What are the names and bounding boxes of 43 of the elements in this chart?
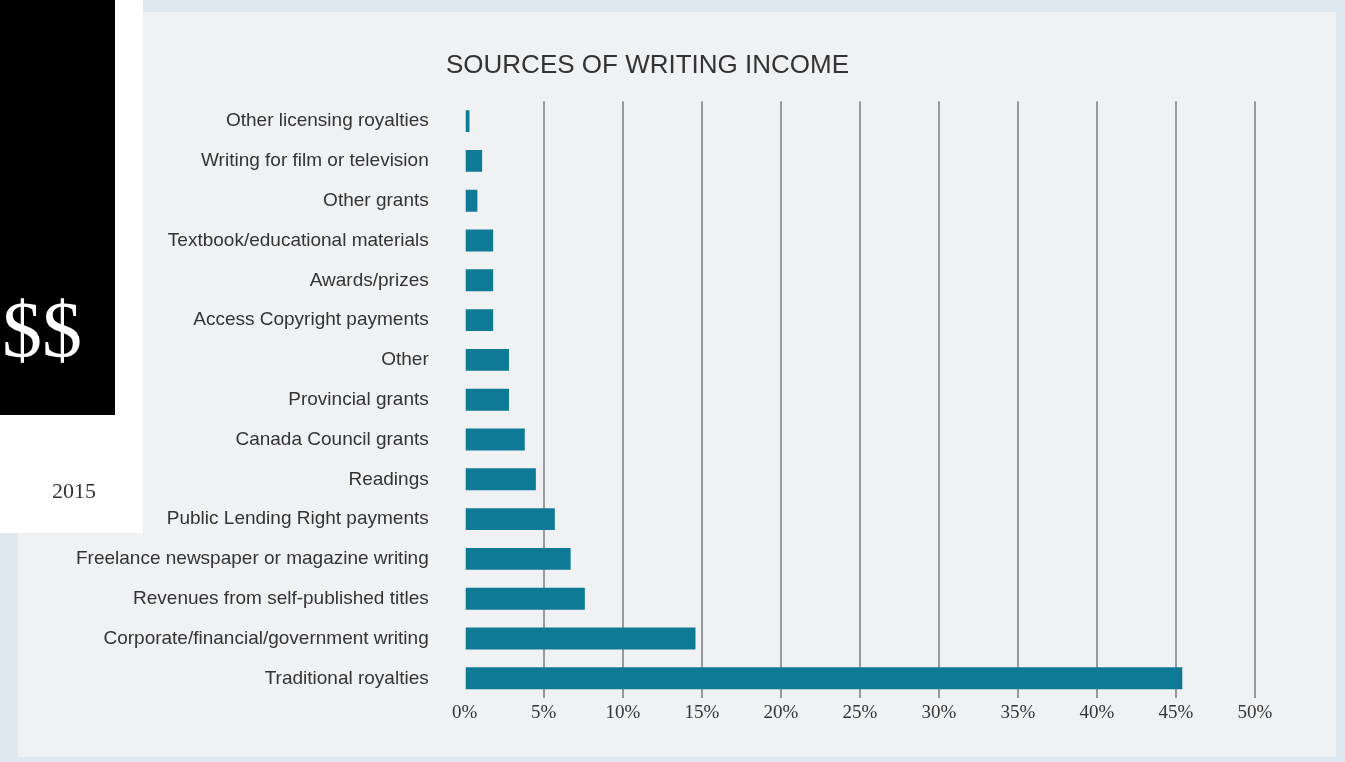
bar bbox=[465, 667, 1183, 690]
y-tick-label: Canada Council grants bbox=[235, 427, 429, 449]
y-tick-label: Textbook/educational materials bbox=[167, 228, 429, 250]
x-tick-label: 0% bbox=[452, 700, 478, 722]
x-tick-label: 10% bbox=[605, 700, 641, 722]
bar bbox=[465, 149, 483, 172]
text: 2015 bbox=[52, 478, 96, 504]
x-tick-label: 20% bbox=[763, 700, 799, 722]
y-tick-label: Other licensing royalties bbox=[225, 109, 429, 131]
bar bbox=[465, 547, 571, 570]
bar bbox=[465, 309, 494, 332]
y-tick-label: Corporate/financial/government writing bbox=[103, 626, 429, 648]
bar bbox=[465, 189, 478, 212]
x-tick-label: 45% bbox=[1158, 700, 1194, 722]
y-tick-label: Readings bbox=[348, 467, 429, 489]
bar bbox=[465, 428, 525, 451]
y-tick-label: Public Lending Right payments bbox=[166, 507, 429, 529]
bar bbox=[465, 468, 536, 491]
y-tick-label: Other grants bbox=[323, 188, 429, 210]
chart-title: SOURCES OF WRITING INCOME bbox=[446, 48, 849, 79]
y-tick-label: Traditional royalties bbox=[264, 666, 429, 688]
bar bbox=[465, 627, 696, 650]
x-tick-label: 50% bbox=[1237, 700, 1273, 722]
y-tick-label: Awards/prizes bbox=[309, 268, 429, 290]
bar bbox=[465, 229, 494, 252]
x-tick-label: 25% bbox=[842, 700, 878, 722]
bar bbox=[465, 587, 585, 610]
bar bbox=[465, 348, 509, 371]
y-tick-label: Other bbox=[381, 348, 430, 370]
x-tick-label: 15% bbox=[684, 700, 720, 722]
bar bbox=[465, 269, 494, 292]
bar bbox=[465, 508, 555, 531]
x-tick-label: 40% bbox=[1079, 700, 1115, 722]
bar bbox=[465, 388, 509, 411]
y-tick-label: Access Copyright payments bbox=[193, 308, 429, 330]
x-tick-label: 5% bbox=[531, 700, 557, 722]
x-tick-label: 35% bbox=[1000, 700, 1036, 722]
y-tick-label: Writing for film or television bbox=[201, 149, 429, 171]
x-tick-label: 30% bbox=[921, 700, 957, 722]
y-tick-label: Provincial grants bbox=[288, 387, 429, 409]
text: $$ bbox=[2, 285, 82, 376]
y-tick-label: Revenues from self-published titles bbox=[133, 586, 429, 608]
y-tick-label: Freelance newspaper or magazine writing bbox=[76, 547, 429, 569]
